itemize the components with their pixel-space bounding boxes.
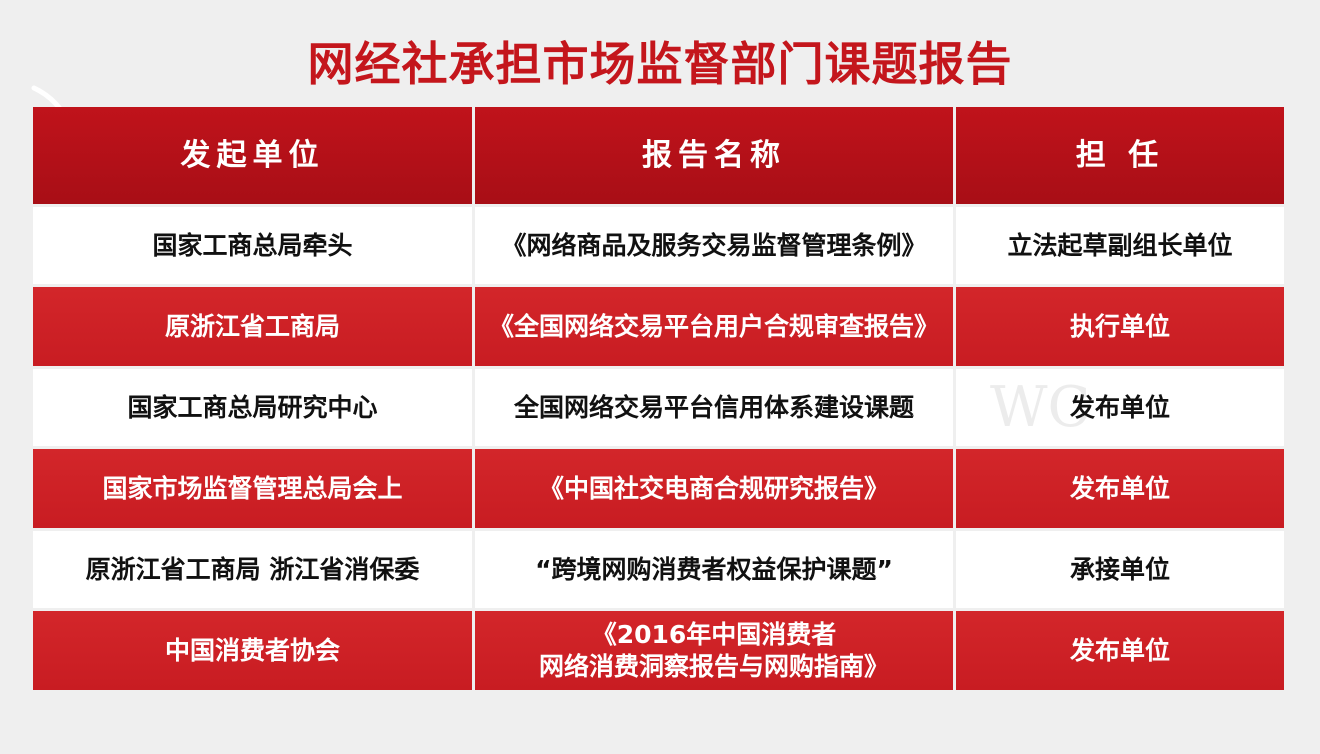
report-table: 发起单位 报告名称 担 任 国家工商总局牵头 《网络商品及服务交易监督管理条例》立… — [33, 107, 1284, 693]
cell-report: 《全国网络交易平台用户合规审查报告》 — [475, 287, 953, 366]
watermark-logo: WC — [990, 375, 1091, 440]
table-row: 国家市场监督管理总局会上 《中国社交电商合规研究报告》 发布单位 — [33, 449, 1284, 528]
cell-report: 全国网络交易平台信用体系建设课题 — [475, 369, 953, 446]
table-header: 发起单位 报告名称 担 任 — [33, 107, 1284, 204]
cell-report: 《2016年中国消费者 网络消费洞察报告与网购指南》 — [475, 611, 953, 690]
header-report: 报告名称 — [475, 107, 953, 204]
table-row: 原浙江省工商局 浙江省消保委 “跨境网购消费者权益保护课题” 承接单位 — [33, 531, 1284, 608]
table-row: 国家工商总局牵头 《网络商品及服务交易监督管理条例》 立法起草副组长单位 — [33, 207, 1284, 284]
header-role: 担 任 — [956, 107, 1284, 204]
cell-report: 《网络商品及服务交易监督管理条例》 — [475, 207, 953, 284]
cell-role: 执行单位 — [956, 287, 1284, 366]
table-row: 国家工商总局研究中心 全国网络交易平台信用体系建设课题 发布单位 — [33, 369, 1284, 446]
cell-unit: 国家工商总局研究中心 — [33, 369, 472, 446]
page-title: 网经社承担市场监督部门课题报告 — [307, 37, 1013, 91]
cell-unit: 原浙江省工商局 — [33, 287, 472, 366]
cell-unit: 国家工商总局牵头 — [33, 207, 472, 284]
cell-role: 发布单位 — [956, 449, 1284, 528]
cell-unit: 原浙江省工商局 浙江省消保委 — [33, 531, 472, 608]
cell-report: 《中国社交电商合规研究报告》 — [475, 449, 953, 528]
cell-report: “跨境网购消费者权益保护课题” — [475, 531, 953, 608]
table-row: 原浙江省工商局 《全国网络交易平台用户合规审查报告》 执行单位 — [33, 287, 1284, 366]
cell-role: 发布单位 — [956, 611, 1284, 690]
table-row: 中国消费者协会 《2016年中国消费者 网络消费洞察报告与网购指南》 发布单位 — [33, 611, 1284, 690]
cell-role: 承接单位 — [956, 531, 1284, 608]
header-unit: 发起单位 — [33, 107, 472, 204]
cell-unit: 国家市场监督管理总局会上 — [33, 449, 472, 528]
cell-role: 立法起草副组长单位 — [956, 207, 1284, 284]
cell-role: 发布单位 — [956, 369, 1284, 446]
cell-unit: 中国消费者协会 — [33, 611, 472, 690]
